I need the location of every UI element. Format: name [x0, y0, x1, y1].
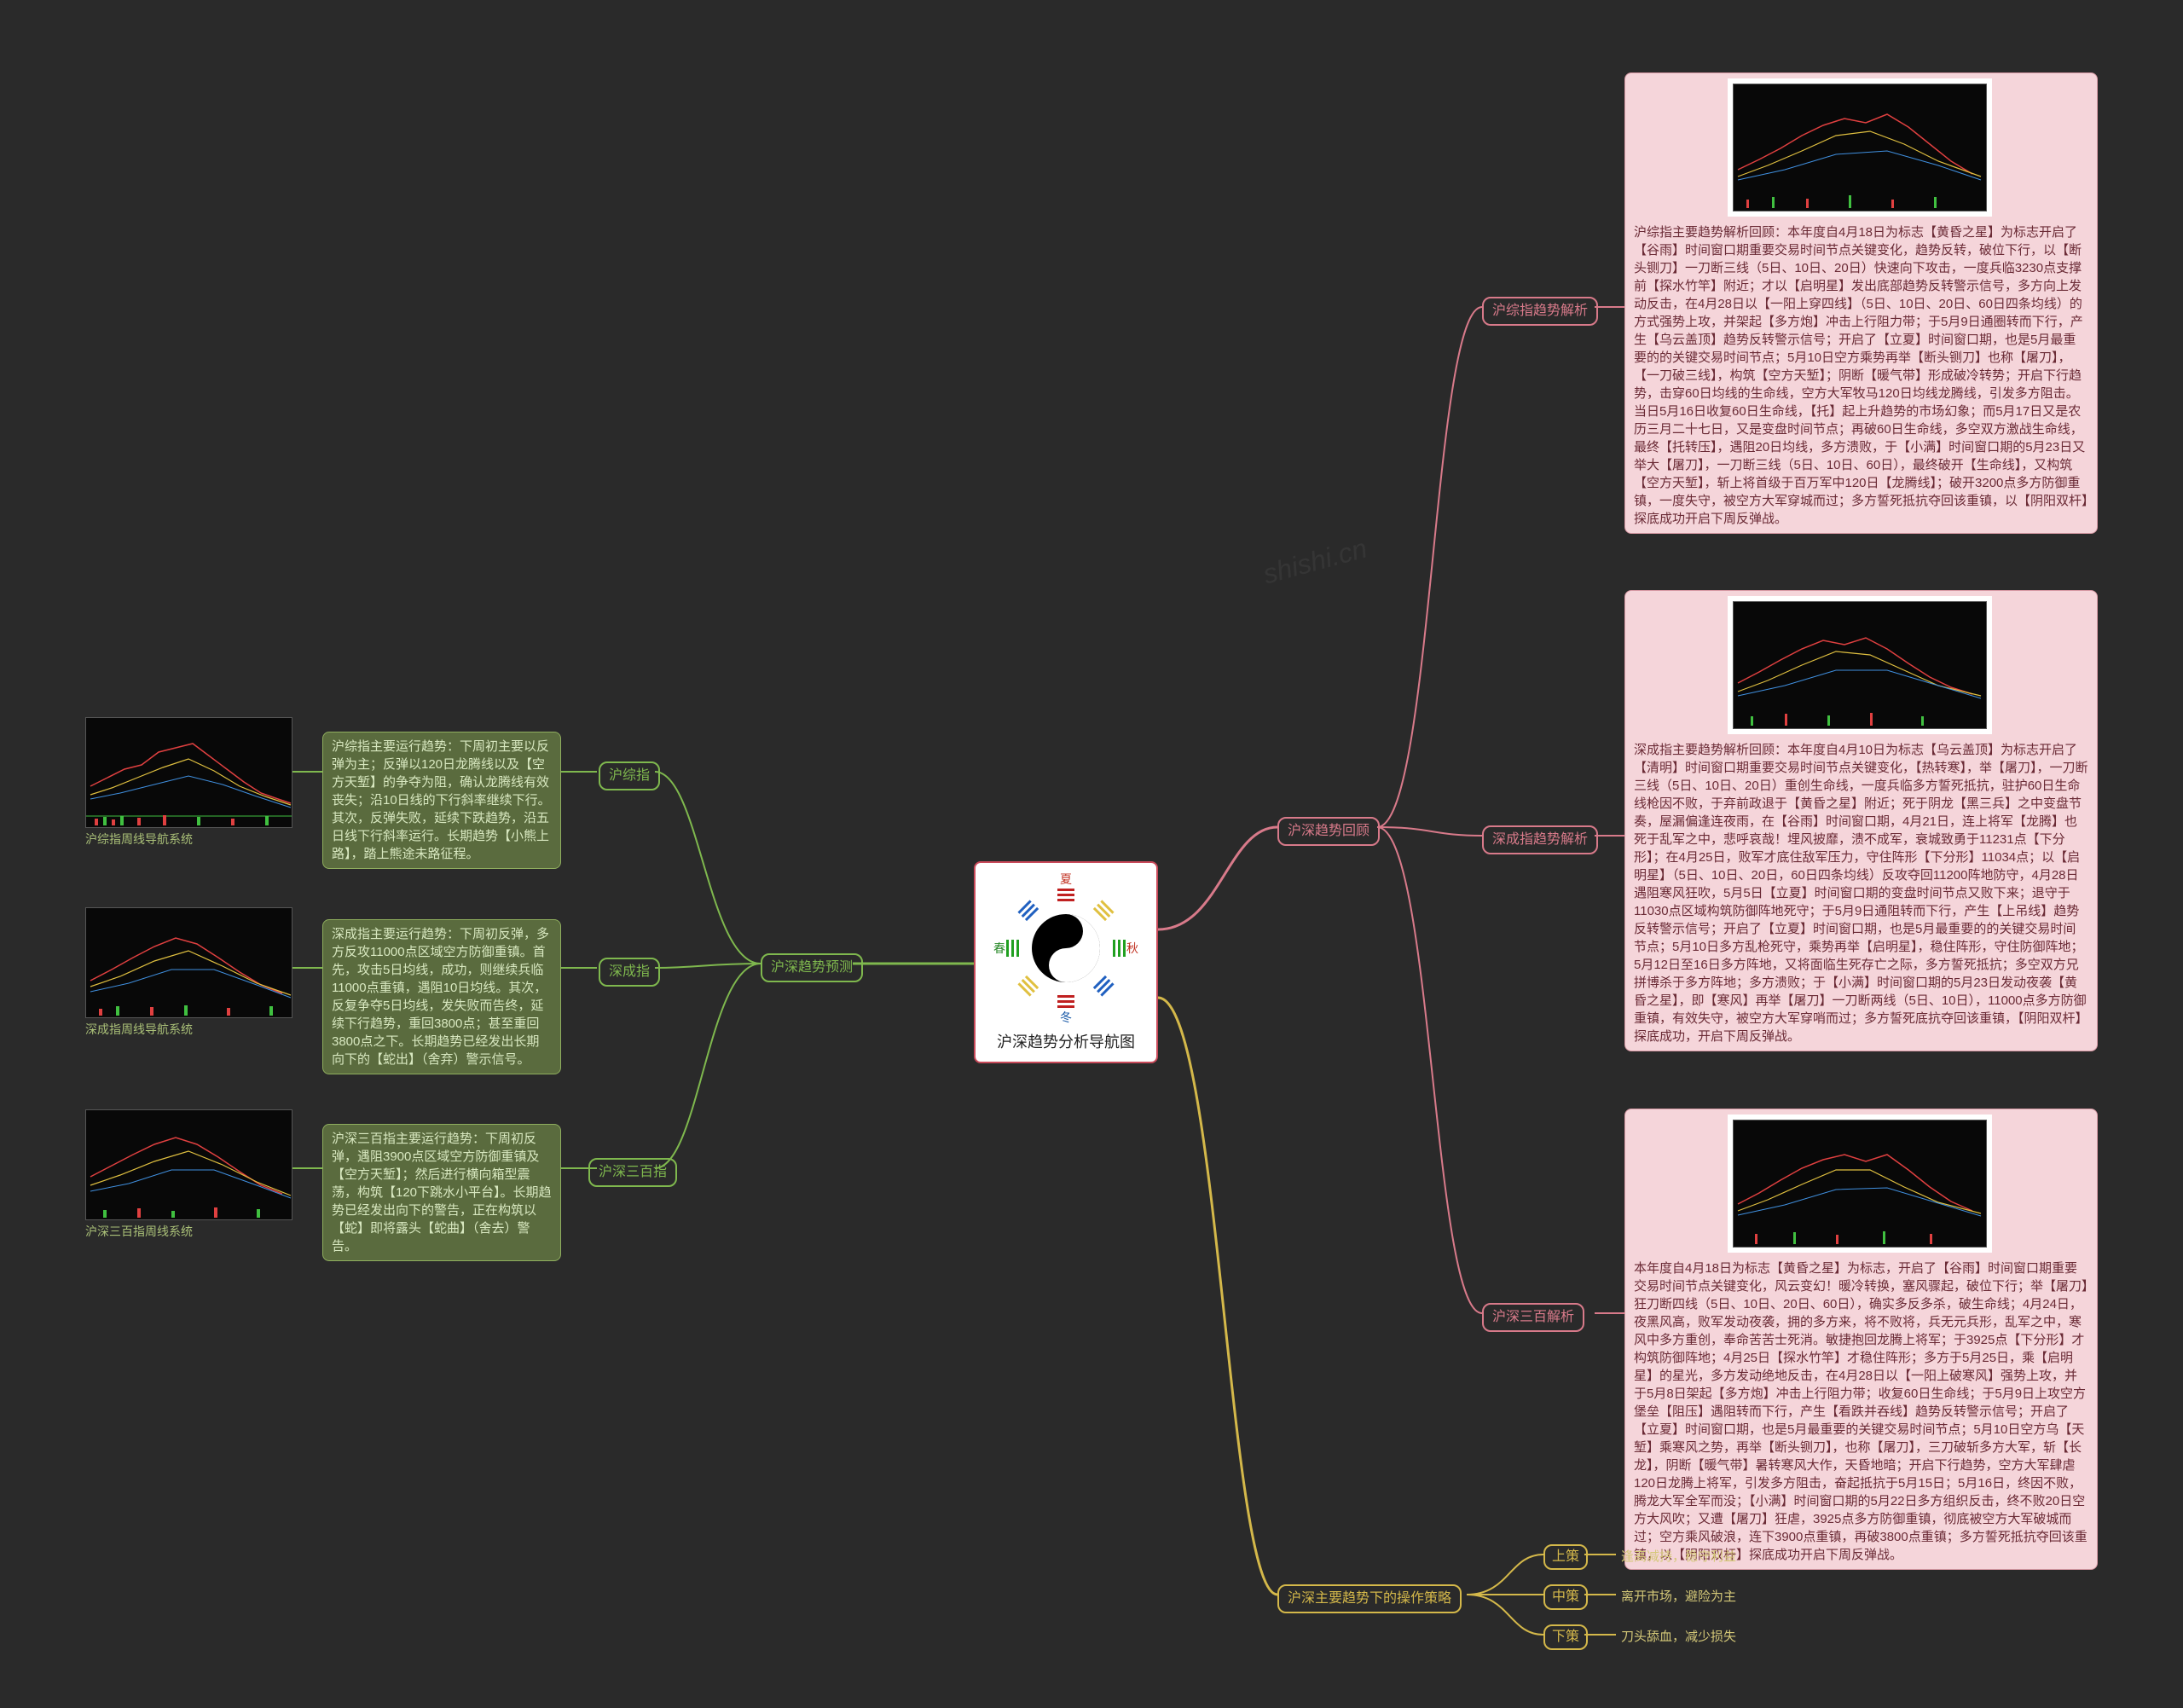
center-node: 夏 春 秋 冬 沪深趋势分析导航图 — [974, 861, 1158, 1063]
leaf-review-1: 沪综指主要趋势解析回顾：本年度自4月18日为标志【黄昏之星】为标志开启了【谷雨】… — [1624, 72, 2098, 534]
season-autumn: 秋 — [1126, 941, 1138, 955]
bagua-diagram: 夏 春 秋 冬 — [989, 871, 1143, 1025]
mini-chart — [85, 717, 292, 828]
watermark: shishi.cn — [1259, 533, 1370, 591]
leaf-review-3: 本年度自4月18日为标志【黄昏之星】为标志，开启了【谷雨】时间窗口期重要交易时间… — [1624, 1109, 2098, 1570]
leaf-hs300-text: 沪深三百指主要运行趋势：下周初反弹，遇阻3900点区域空方防御重镇及【空方天堑】… — [322, 1124, 561, 1261]
season-summer: 夏 — [1060, 872, 1072, 886]
chart-shencheng: 深成指周线导航系统 — [77, 902, 284, 1044]
branch-review: 沪深趋势回顾 — [1277, 817, 1380, 846]
chart-caption: 沪深三百指周线系统 — [85, 1224, 275, 1241]
tag-hs300: 沪深三百指 — [588, 1158, 677, 1187]
chart-svg — [86, 718, 292, 828]
center-title: 沪深趋势分析导航图 — [984, 1032, 1148, 1053]
season-winter: 冬 — [1060, 1010, 1072, 1024]
tag-strategy-2: 中策 — [1543, 1584, 1588, 1610]
mini-chart — [85, 907, 292, 1018]
chart-caption: 沪综指周线导航系统 — [85, 831, 275, 848]
review-text-2: 深成指主要趋势解析回顾：本年度自4月10日为标志【乌云盖顶】为标志开启了【清明】… — [1634, 741, 2088, 1045]
chart-caption: 深成指周线导航系统 — [85, 1022, 275, 1039]
tag-strategy-1: 上策 — [1543, 1544, 1588, 1570]
review-text-1: 沪综指主要趋势解析回顾：本年度自4月18日为标志【黄昏之星】为标志开启了【谷雨】… — [1634, 223, 2088, 528]
tag-strategy-3: 下策 — [1543, 1624, 1588, 1650]
tag-review-1: 沪综指趋势解析 — [1482, 297, 1598, 326]
chart-hs300: 沪深三百指周线系统 — [77, 1104, 284, 1246]
leaf-strategy-2: 离开市场，避险为主 — [1616, 1586, 1741, 1607]
leaf-strategy-3: 刀头舔血，减少损失 — [1616, 1626, 1741, 1647]
branch-forecast: 沪深趋势预测 — [761, 953, 863, 982]
leaf-shencheng-text: 深成指主要运行趋势：下周初反弹，多方反攻11000点区域空方防御重镇。首先，攻击… — [322, 919, 561, 1074]
review-text-3: 本年度自4月18日为标志【黄昏之星】为标志，开启了【谷雨】时间窗口期重要交易时间… — [1634, 1259, 2088, 1564]
leaf-review-2: 深成指主要趋势解析回顾：本年度自4月10日为标志【乌云盖顶】为标志开启了【清明】… — [1624, 590, 2098, 1051]
tag-huzong: 沪综指 — [599, 761, 660, 790]
tag-review-3: 沪深三百解析 — [1482, 1303, 1584, 1332]
tag-shencheng: 深成指 — [599, 958, 660, 987]
review-chart-3 — [1728, 1115, 1992, 1253]
branch-strategy: 沪深主要趋势下的操作策略 — [1277, 1584, 1462, 1613]
season-spring: 春 — [993, 941, 1005, 955]
review-chart-2 — [1728, 596, 1992, 734]
mini-chart — [85, 1109, 292, 1220]
leaf-strategy-1: 逢高减持，稳守利益 — [1616, 1546, 1741, 1567]
review-chart-1 — [1728, 78, 1992, 217]
leaf-huzong-text: 沪综指主要运行趋势：下周初主要以反弹为主；反弹以120日龙腾线以及【空方天堑】的… — [322, 732, 561, 869]
chart-huzong: 沪综指周线导航系统 — [77, 712, 284, 854]
tag-review-2: 深成指趋势解析 — [1482, 825, 1598, 854]
